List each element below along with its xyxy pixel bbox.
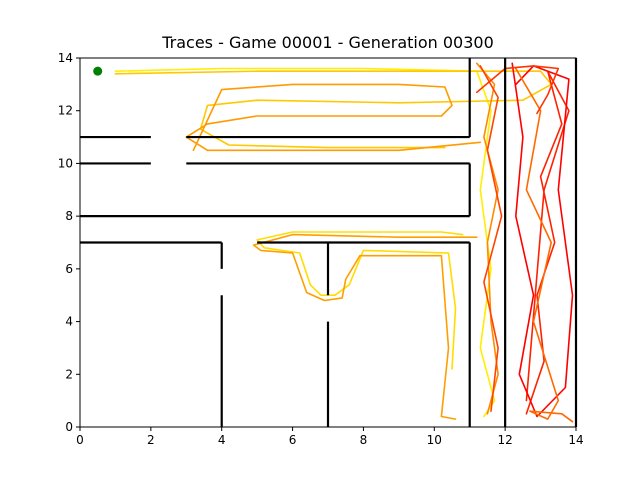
goal-marker [93,66,103,76]
chart-title: Traces - Game 00001 - Generation 00300 [161,33,494,52]
y-tick-label: 6 [65,262,73,276]
y-tick-label: 14 [58,51,73,65]
x-tick-label: 8 [360,433,368,447]
trace-line-1 [114,70,553,149]
y-tick-label: 4 [65,315,73,329]
y-tick-label: 0 [65,420,73,434]
trace-line-8 [511,62,574,418]
markers-group [93,66,103,76]
x-tick-label: 6 [289,433,297,447]
plot-frame [79,57,577,428]
trace-line-10 [475,65,560,115]
x-tick-label: 12 [498,433,513,447]
trace-line-7 [525,70,570,415]
x-tick-label: 2 [147,433,155,447]
y-tick-label: 10 [58,156,73,170]
y-tick-label: 2 [65,367,73,381]
maze-walls-group [80,58,578,427]
y-tick-label: 8 [65,209,73,223]
trace-line-6 [479,65,503,413]
traces-group [114,62,574,423]
trace-line-2 [185,83,482,152]
x-tick-label: 10 [427,433,442,447]
axes-group: 0 2 4 6 8 10 12 14 0 2 4 6 8 10 12 14 [58,51,584,447]
trace-line-3 [256,231,464,370]
trace-line-4 [252,233,478,420]
x-tick-label: 0 [76,433,84,447]
x-tick-label: 14 [568,433,583,447]
trace-line-9 [514,67,574,423]
trace-line-0 [114,67,496,418]
x-tick-label: 4 [218,433,226,447]
y-tick-label: 12 [58,104,73,118]
